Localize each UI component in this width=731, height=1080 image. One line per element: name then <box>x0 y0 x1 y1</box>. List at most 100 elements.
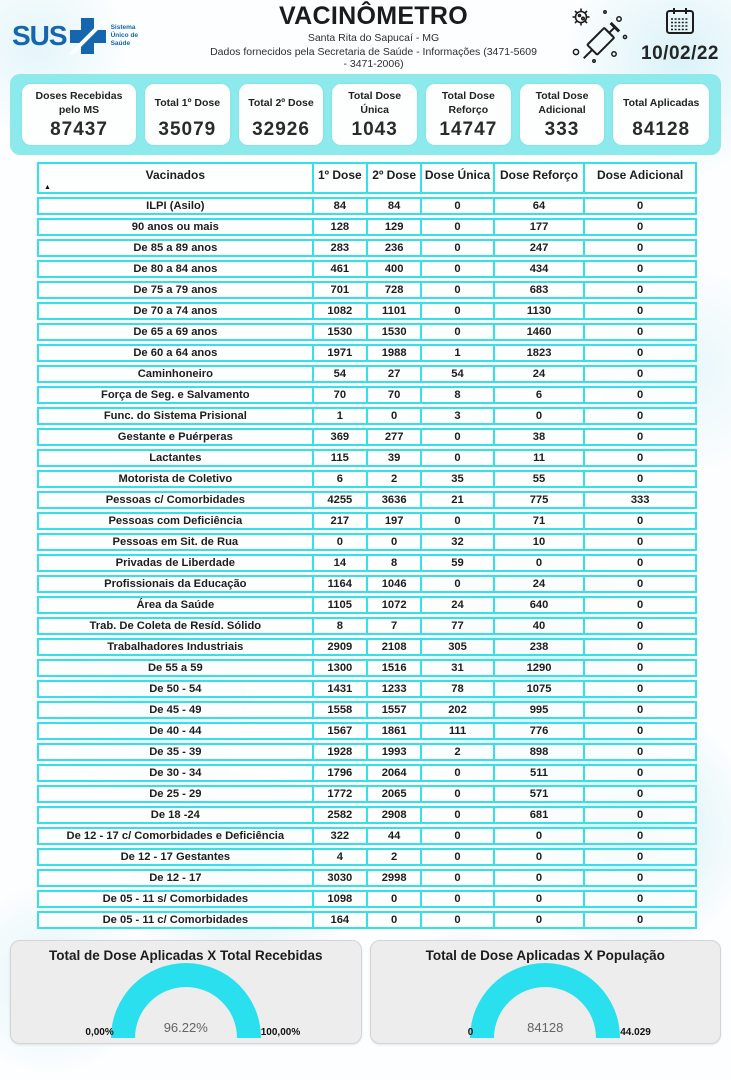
table-row[interactable]: De 30 - 34 1796 2064 0 511 0 <box>37 764 697 783</box>
column-header-vacinados[interactable]: Vacinados ▲ <box>37 162 312 195</box>
table-row[interactable]: De 35 - 39 1928 1993 2 898 0 <box>37 743 697 762</box>
row-value: 0 <box>583 659 697 678</box>
table-row[interactable]: Gestante e Puérperas 369 277 0 38 0 <box>37 428 697 447</box>
table-row[interactable]: Trab. De Coleta de Resíd. Sólido 8 7 77 40 0 <box>37 617 697 636</box>
table-row[interactable]: Caminhoneiro 54 27 54 24 0 <box>37 365 697 384</box>
table-row[interactable]: Trabalhadores Industriais 2909 2108 305 238 0 <box>37 638 697 657</box>
table-row[interactable]: Força de Seg. e Salvamento 70 70 8 6 0 <box>37 386 697 405</box>
table-row[interactable]: Pessoas c/ Comorbidades 4255 3636 21 775 333 <box>37 491 697 510</box>
row-value: 0 <box>583 848 697 867</box>
row-value: 0 <box>365 890 421 909</box>
row-label: Gestante e Puérperas <box>37 428 312 447</box>
row-value: 177 <box>492 218 584 237</box>
table-row[interactable]: De 55 a 59 1300 1516 31 1290 0 <box>37 659 697 678</box>
row-value: 3 <box>420 407 493 426</box>
row-value: 0 <box>583 470 697 489</box>
row-value: 1988 <box>365 344 421 363</box>
row-value: 2998 <box>365 869 421 888</box>
table-row[interactable]: Profissionais da Educação 1164 1046 0 24 0 <box>37 575 697 594</box>
table-row[interactable]: De 40 - 44 1567 1861 111 776 0 <box>37 722 697 741</box>
table-row[interactable]: De 05 - 11 s/ Comorbidades 1098 0 0 0 0 <box>37 890 697 909</box>
table-row[interactable]: De 60 a 64 anos 1971 1988 1 1823 0 <box>37 344 697 363</box>
row-value: 461 <box>311 260 366 279</box>
row-value: 0 <box>420 764 493 783</box>
table-row[interactable]: Motorista de Coletivo 6 2 35 55 0 <box>37 470 697 489</box>
row-value: 0 <box>420 281 493 300</box>
row-value: 898 <box>492 743 584 762</box>
row-value: 3030 <box>311 869 366 888</box>
summary-card-label: Total Dose Adicional <box>535 90 589 116</box>
row-value: 1431 <box>311 680 366 699</box>
column-header-dose-adicional[interactable]: Dose Adicional <box>583 162 697 195</box>
row-value: 1530 <box>365 323 421 342</box>
column-header-dose2[interactable]: 2º Dose <box>365 162 421 195</box>
column-header-dose-reforco[interactable]: Dose Reforço <box>492 162 584 195</box>
table-row[interactable]: De 05 - 11 c/ Comorbidades 164 0 0 0 0 <box>37 911 697 930</box>
table-row[interactable]: Lactantes 115 39 0 11 0 <box>37 449 697 468</box>
table-row[interactable]: Pessoas com Deficiência 217 197 0 71 0 <box>37 512 697 531</box>
row-value: 0 <box>583 827 697 846</box>
row-value: 31 <box>420 659 493 678</box>
row-value: 1772 <box>311 785 366 804</box>
row-value: 10 <box>492 533 584 552</box>
row-value: 0 <box>492 827 584 846</box>
row-label: Motorista de Coletivo <box>37 470 312 489</box>
gauge-min-label: 0 <box>467 1027 474 1039</box>
table-row[interactable]: ILPI (Asilo) 84 84 0 64 0 <box>37 197 697 216</box>
row-value: 44 <box>365 827 421 846</box>
row-value: 1130 <box>492 302 584 321</box>
row-value: 511 <box>492 764 584 783</box>
row-label: Pessoas em Sit. de Rua <box>37 533 312 552</box>
row-value: 70 <box>311 386 366 405</box>
row-value: 0 <box>492 848 584 867</box>
row-value: 32 <box>420 533 493 552</box>
row-value: 1046 <box>365 575 421 594</box>
summary-card-value: 333 <box>544 119 580 141</box>
column-header-dose1[interactable]: 1º Dose <box>311 162 366 195</box>
row-value: 0 <box>420 302 493 321</box>
row-value: 0 <box>583 407 697 426</box>
row-value: 0 <box>583 890 697 909</box>
row-label: De 25 - 29 <box>37 785 312 804</box>
table-row[interactable]: 90 anos ou mais 128 129 0 177 0 <box>37 218 697 237</box>
table-row[interactable]: De 25 - 29 1772 2065 0 571 0 <box>37 785 697 804</box>
table-row[interactable]: De 12 - 17 3030 2998 0 0 0 <box>37 869 697 888</box>
row-value: 0 <box>583 302 697 321</box>
table-row[interactable]: De 65 a 69 anos 1530 1530 0 1460 0 <box>37 323 697 342</box>
row-value: 0 <box>420 323 493 342</box>
row-value: 1567 <box>311 722 366 741</box>
table-row[interactable]: Privadas de Liberdade 14 8 59 0 0 <box>37 554 697 573</box>
row-value: 571 <box>492 785 584 804</box>
row-value: 0 <box>583 344 697 363</box>
summary-card-label: Doses Recebidas pelo MS <box>35 90 123 116</box>
table-row[interactable]: De 85 a 89 anos 283 236 0 247 0 <box>37 239 697 258</box>
row-value: 35 <box>420 470 493 489</box>
table-row[interactable]: De 18 -24 2582 2908 0 681 0 <box>37 806 697 825</box>
row-value: 728 <box>365 281 421 300</box>
table-row[interactable]: De 80 a 84 anos 461 400 0 434 0 <box>37 260 697 279</box>
row-label: Trab. De Coleta de Resíd. Sólido <box>37 617 312 636</box>
row-value: 322 <box>311 827 366 846</box>
row-label: De 35 - 39 <box>37 743 312 762</box>
table-row[interactable]: De 45 - 49 1558 1557 202 995 0 <box>37 701 697 720</box>
header: SUS Sistema Único de Saúde VACINÔMETRO S… <box>0 0 731 72</box>
table-row[interactable]: Área da Saúde 1105 1072 24 640 0 <box>37 596 697 615</box>
table-row[interactable]: Func. do Sistema Prisional 1 0 3 0 0 <box>37 407 697 426</box>
row-value: 0 <box>420 848 493 867</box>
row-value: 128 <box>311 218 366 237</box>
table-row[interactable]: De 12 - 17 Gestantes 4 2 0 0 0 <box>37 848 697 867</box>
table-row[interactable]: De 12 - 17 c/ Comorbidades e Deficiência… <box>37 827 697 846</box>
row-value: 4 <box>311 848 366 867</box>
table-row[interactable]: De 75 a 79 anos 701 728 0 683 0 <box>37 281 697 300</box>
table-row[interactable]: De 70 a 74 anos 1082 1101 0 1130 0 <box>37 302 697 321</box>
column-header-dose-unica[interactable]: Dose Única <box>420 162 493 195</box>
row-label: De 45 - 49 <box>37 701 312 720</box>
row-value: 0 <box>365 911 421 930</box>
row-value: 2 <box>420 743 493 762</box>
table-row[interactable]: Pessoas em Sit. de Rua 0 0 32 10 0 <box>37 533 697 552</box>
row-label: De 12 - 17 <box>37 869 312 888</box>
row-value: 64 <box>492 197 584 216</box>
sort-ascending-icon: ▲ <box>44 184 51 192</box>
table-row[interactable]: De 50 - 54 1431 1233 78 1075 0 <box>37 680 697 699</box>
row-value: 7 <box>365 617 421 636</box>
